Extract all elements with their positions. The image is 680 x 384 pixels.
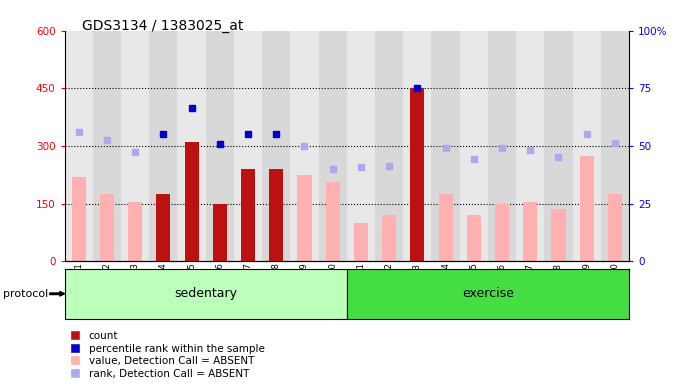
Bar bbox=[488, 31, 516, 261]
Bar bbox=[488, 31, 516, 261]
Bar bbox=[128, 202, 142, 261]
Legend: count, percentile rank within the sample, value, Detection Call = ABSENT, rank, : count, percentile rank within the sample… bbox=[70, 331, 265, 379]
Bar bbox=[516, 31, 544, 261]
Bar bbox=[234, 31, 262, 261]
Bar bbox=[318, 31, 347, 261]
Bar bbox=[184, 142, 199, 261]
Bar bbox=[375, 31, 403, 261]
Bar bbox=[262, 31, 290, 261]
Bar bbox=[213, 204, 227, 261]
Bar bbox=[460, 31, 488, 261]
Bar bbox=[601, 31, 629, 261]
Bar bbox=[573, 31, 601, 261]
Bar bbox=[551, 209, 566, 261]
Bar bbox=[241, 169, 255, 261]
Bar bbox=[579, 156, 594, 261]
Bar bbox=[466, 215, 481, 261]
Bar bbox=[121, 31, 149, 261]
Bar bbox=[354, 223, 368, 261]
Bar bbox=[523, 202, 537, 261]
Bar bbox=[601, 31, 629, 261]
Bar bbox=[347, 31, 375, 261]
Bar bbox=[149, 31, 177, 261]
Bar bbox=[347, 31, 375, 261]
Bar bbox=[318, 31, 347, 261]
Bar bbox=[347, 269, 629, 319]
Bar bbox=[439, 194, 453, 261]
Text: protocol: protocol bbox=[3, 289, 49, 299]
Bar bbox=[403, 31, 431, 261]
Bar bbox=[149, 31, 177, 261]
Bar bbox=[234, 31, 262, 261]
Bar bbox=[92, 31, 121, 261]
Text: exercise: exercise bbox=[462, 287, 514, 300]
Bar bbox=[431, 31, 460, 261]
Bar bbox=[290, 31, 318, 261]
Bar bbox=[382, 215, 396, 261]
Bar bbox=[205, 31, 234, 261]
Bar bbox=[326, 182, 340, 261]
Bar bbox=[100, 194, 114, 261]
Bar bbox=[516, 31, 544, 261]
Bar bbox=[177, 31, 205, 261]
Bar bbox=[544, 31, 573, 261]
Bar bbox=[177, 31, 205, 261]
Bar bbox=[608, 194, 622, 261]
Bar bbox=[65, 269, 347, 319]
Bar bbox=[431, 31, 460, 261]
Bar bbox=[297, 175, 311, 261]
Bar bbox=[156, 194, 171, 261]
Bar bbox=[269, 169, 284, 261]
Bar bbox=[92, 31, 121, 261]
Bar bbox=[121, 31, 149, 261]
Bar bbox=[71, 177, 86, 261]
Bar bbox=[573, 31, 601, 261]
Bar bbox=[262, 31, 290, 261]
Bar bbox=[403, 31, 431, 261]
Bar bbox=[65, 31, 92, 261]
Bar bbox=[460, 31, 488, 261]
Bar bbox=[410, 88, 424, 261]
Bar bbox=[205, 31, 234, 261]
Bar bbox=[290, 31, 318, 261]
Bar bbox=[495, 204, 509, 261]
Bar bbox=[65, 31, 92, 261]
Bar bbox=[375, 31, 403, 261]
Text: GDS3134 / 1383025_at: GDS3134 / 1383025_at bbox=[82, 19, 243, 33]
Text: sedentary: sedentary bbox=[174, 287, 237, 300]
Bar bbox=[544, 31, 573, 261]
